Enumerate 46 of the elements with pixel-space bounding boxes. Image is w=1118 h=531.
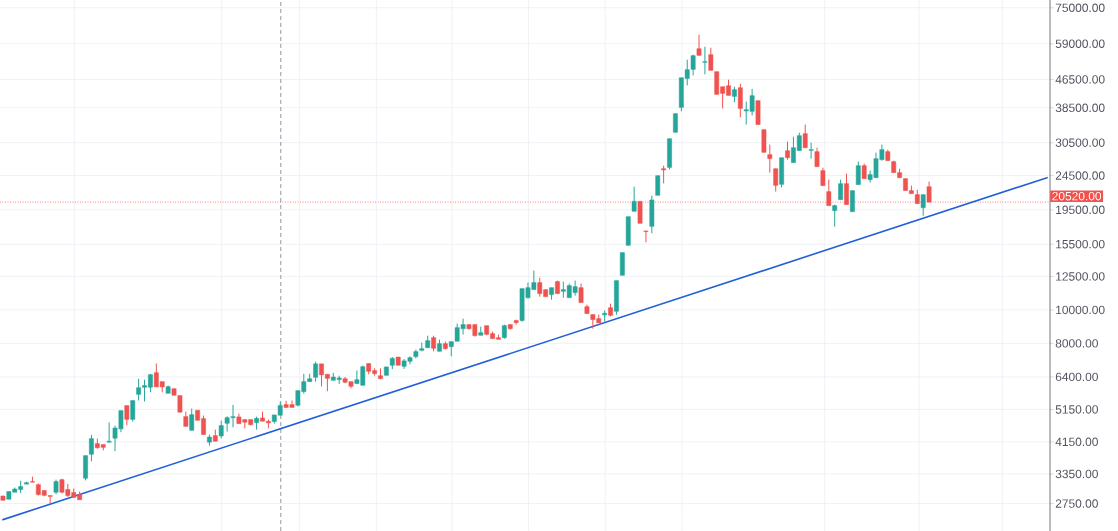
y-tick-label: 5150.00 <box>1055 405 1098 414</box>
y-tick-label: 19500.00 <box>1056 205 1105 214</box>
candlestick <box>773 168 779 193</box>
y-tick-label: 24500.00 <box>1055 171 1105 180</box>
candlestick <box>106 422 112 443</box>
candlestick <box>619 252 625 276</box>
y-tick-label: 38500.00 <box>1055 103 1105 112</box>
candlestick <box>313 361 318 383</box>
candlestick <box>802 124 808 149</box>
candlestick <box>696 34 702 56</box>
y-tick-label: 8000.00 <box>1055 339 1098 348</box>
candlestick <box>631 186 637 212</box>
candlestick <box>755 100 761 126</box>
candlestick <box>643 230 649 243</box>
candlestick <box>855 161 861 186</box>
candlestick <box>124 405 130 426</box>
candlestick <box>838 179 843 201</box>
y-tick-label: 12500.00 <box>1056 272 1105 281</box>
y-tick-label: 59000.00 <box>1055 39 1105 48</box>
candlestick <box>850 190 855 213</box>
candlestick <box>708 47 714 71</box>
y-tick-label: 2750.00 <box>1055 499 1098 508</box>
candlestick <box>578 283 584 304</box>
candlestick <box>130 400 136 423</box>
ref-line-label: 20520.00 <box>1052 191 1102 201</box>
candlestick <box>737 83 743 118</box>
y-tick-label: 15500.00 <box>1056 239 1105 249</box>
y-tick-label: 46500.00 <box>1055 75 1105 84</box>
y-tick-label: 10000.00 <box>1056 305 1105 315</box>
y-tick-label: 75000.00 <box>1055 3 1105 12</box>
candlestick <box>655 175 661 196</box>
candlestick <box>83 455 88 481</box>
candlestick <box>702 46 708 75</box>
y-tick-label: 4150.00 <box>1055 437 1098 447</box>
y-tick-label: 3350.00 <box>1055 469 1098 479</box>
candlestick <box>814 147 820 168</box>
candlestick <box>761 129 767 153</box>
candlestick <box>767 144 773 174</box>
candlestick <box>785 141 790 161</box>
candlestick <box>673 113 678 133</box>
candlestick <box>808 142 814 160</box>
candlestick <box>189 408 195 431</box>
y-tick-label: 6400.00 <box>1055 372 1098 382</box>
candlestick <box>89 434 94 462</box>
candlestick <box>920 194 926 217</box>
y-tick-label: 30500.00 <box>1055 138 1105 147</box>
